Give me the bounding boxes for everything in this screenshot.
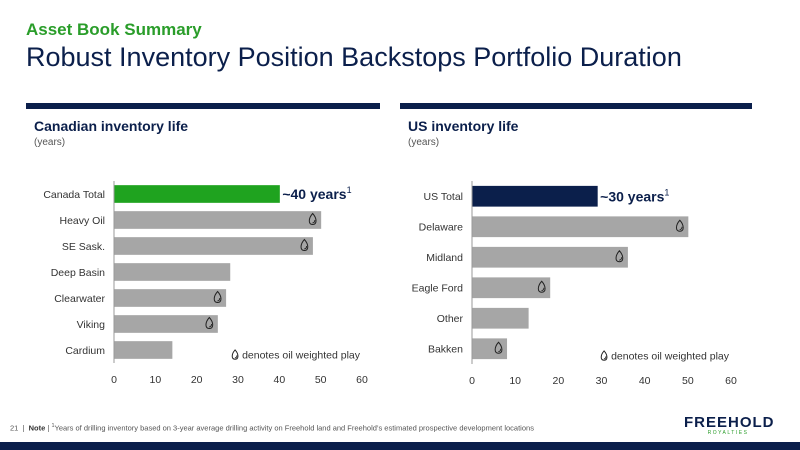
us-x-tick-6: 60: [725, 375, 737, 387]
us-callout-sup: 1: [664, 187, 669, 197]
us-x-tick-2: 20: [552, 375, 564, 387]
canada-legend-text: denotes oil weighted play: [242, 350, 361, 362]
us-category-label-2: Midland: [426, 252, 463, 264]
us-oil-drop-icon-3: [537, 280, 546, 293]
us-category-label-0: US Total: [424, 191, 464, 203]
logo-sub: ROYALTIES: [707, 430, 749, 436]
us-x-tick-3: 30: [596, 375, 608, 387]
footnote-sup: 1: [51, 423, 55, 429]
section-eyebrow: Asset Book Summary: [26, 20, 202, 39]
canada-bar-4: [114, 289, 227, 307]
canada-x-tick-3: 30: [232, 374, 244, 386]
canada-bar-0: [114, 185, 280, 203]
us-chart-title: US inventory life: [408, 118, 519, 134]
canada-x-tick-6: 60: [356, 374, 368, 386]
canada-oil-drop-icon-4: [213, 290, 222, 304]
canada-callout-sup: 1: [347, 185, 352, 195]
canada-chart-title: Canadian inventory life: [34, 118, 189, 134]
canada-x-tick-2: 20: [191, 374, 203, 386]
canada-category-label-2: SE Sask.: [62, 241, 105, 253]
us-oil-drop-icon-5: [494, 341, 503, 354]
us-x-tick-4: 40: [639, 375, 651, 387]
canada-category-label-3: Deep Basin: [51, 267, 105, 279]
us-bar-1: [472, 216, 689, 238]
canada-bar-6: [114, 341, 173, 359]
canada-legend-oil-drop-icon: [231, 349, 239, 360]
us-bar-2: [472, 246, 628, 268]
page-title: Robust Inventory Position Backstops Port…: [26, 42, 682, 72]
canada-oil-drop-icon-5: [205, 316, 214, 330]
footer-bar: [0, 442, 800, 450]
canada-x-tick-1: 10: [149, 374, 161, 386]
canada-bar-3: [114, 263, 231, 281]
canada-bar-1: [114, 211, 322, 229]
us-oil-drop-icon-2: [615, 250, 624, 263]
canada-oil-drop-icon-1: [308, 212, 317, 226]
us-x-tick-0: 0: [469, 375, 475, 387]
canada-category-label-4: Clearwater: [54, 293, 105, 305]
canada-x-tick-0: 0: [111, 374, 117, 386]
footnote-label: Note: [28, 423, 46, 433]
us-category-label-4: Other: [437, 313, 464, 325]
us-legend-oil-drop-icon: [600, 350, 608, 361]
us-legend-text: denotes oil weighted play: [611, 351, 730, 363]
canada-category-label-0: Canada Total: [43, 189, 105, 201]
us-bar-0: [472, 185, 598, 207]
footnote: 21 | Note | 1Years of drilling inventory…: [10, 423, 534, 433]
logo-main: FREEHOLD: [684, 414, 775, 431]
us-category-label-1: Delaware: [419, 222, 464, 234]
canada-bar-2: [114, 237, 313, 255]
us-category-label-3: Eagle Ford: [412, 283, 464, 295]
canada-oil-drop-icon-2: [300, 238, 309, 252]
us-x-tick-1: 10: [509, 375, 521, 387]
canada-category-label-5: Viking: [77, 319, 106, 331]
canada-callout: ~40 years1: [282, 185, 351, 202]
canada-x-tick-5: 50: [315, 374, 327, 386]
us-category-label-5: Bakken: [428, 344, 463, 356]
footnote-text: Years of drilling inventory based on 3-y…: [54, 423, 534, 433]
divider-right: [400, 103, 752, 109]
canada-chart-subtitle: (years): [34, 137, 66, 148]
divider-left: [26, 103, 380, 109]
canada-bar-5: [114, 315, 218, 333]
us-x-tick-5: 50: [682, 375, 694, 387]
freehold-logo: FREEHOLD ROYALTIES: [684, 414, 775, 436]
us-chart-subtitle: (years): [408, 137, 440, 148]
us-oil-drop-icon-1: [675, 219, 684, 232]
us-bar-5: [472, 338, 508, 360]
us-callout: ~30 years1: [600, 187, 669, 204]
us-bar-4: [472, 307, 529, 329]
us-bar-3: [472, 277, 551, 299]
canada-category-label-1: Heavy Oil: [59, 215, 105, 227]
canada-category-label-6: Cardium: [65, 345, 105, 357]
canada-x-tick-4: 40: [273, 374, 285, 386]
page-number: 21: [10, 423, 19, 433]
